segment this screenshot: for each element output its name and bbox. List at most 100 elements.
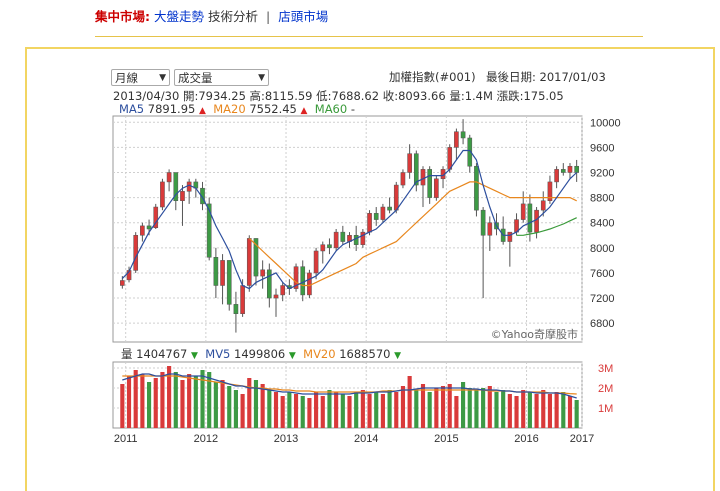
volume-bar bbox=[574, 400, 579, 428]
candle-body bbox=[220, 260, 225, 286]
volume-bar bbox=[200, 370, 205, 428]
ohlc-readout: 2013/04/30 開:7934.25 高:8115.59 低:7688.62… bbox=[113, 88, 564, 104]
up-arrow-icon: ▲ bbox=[300, 106, 308, 116]
volume-bar bbox=[394, 392, 399, 428]
ma60-line bbox=[516, 217, 577, 236]
candle-body bbox=[246, 238, 252, 286]
price-tick-label: 8000 bbox=[590, 243, 614, 255]
candle-body bbox=[560, 169, 566, 173]
volume-bar bbox=[160, 372, 165, 428]
down-arrow-icon: ▼ bbox=[288, 351, 296, 361]
candle-body bbox=[407, 153, 412, 173]
ohlc-volume: 量:1.4M bbox=[449, 89, 493, 103]
ohlc-change: 漲跌:175.05 bbox=[496, 89, 564, 103]
volume-bar bbox=[360, 390, 365, 428]
candle-body bbox=[160, 181, 165, 208]
volume-tick-label: 1M bbox=[598, 403, 613, 415]
year-tick-label: 2011 bbox=[114, 433, 138, 445]
ma60-value: - bbox=[350, 102, 356, 116]
volume-bar bbox=[247, 378, 252, 428]
mv5-value: 1499806 bbox=[234, 347, 286, 361]
volume-bar bbox=[420, 384, 426, 428]
volume-bar bbox=[120, 384, 125, 428]
volume-bar bbox=[280, 396, 285, 428]
volume-bar bbox=[253, 380, 259, 428]
candle-body bbox=[534, 209, 539, 233]
price-tick-label: 10000 bbox=[590, 117, 621, 129]
volume-bar bbox=[220, 380, 225, 428]
ma20-line bbox=[248, 181, 577, 287]
candle-body bbox=[447, 147, 453, 170]
volume-bar bbox=[133, 370, 138, 428]
volume-legend: 量 1404767 ▼ MV5 1499806 ▼ MV20 1688570 ▼ bbox=[121, 346, 401, 362]
volume-bar bbox=[207, 372, 212, 428]
candle-body bbox=[146, 225, 152, 230]
volume-bar bbox=[340, 394, 345, 428]
candle-body bbox=[460, 131, 466, 139]
candle-body bbox=[340, 231, 346, 242]
candle-body bbox=[393, 184, 399, 211]
candle-body bbox=[547, 181, 553, 202]
year-tick-label: 2017 bbox=[570, 433, 594, 445]
candle-body bbox=[520, 203, 526, 220]
market-nav: 集中市場: 大盤走勢 技術分析 | 店頭市場 bbox=[95, 6, 328, 25]
candle-body bbox=[327, 244, 332, 249]
vol-label: 量 bbox=[121, 347, 133, 361]
volume-bar bbox=[347, 396, 352, 428]
volume-bar bbox=[434, 388, 439, 428]
candle-body bbox=[253, 238, 259, 277]
nav-link-otc-market[interactable]: 店頭市場 bbox=[278, 9, 329, 24]
nav-link-technical-analysis[interactable]: 技術分析 bbox=[207, 9, 258, 24]
volume-bar bbox=[440, 386, 446, 428]
volume-bar bbox=[320, 396, 325, 428]
candle-body bbox=[206, 203, 212, 258]
price-tick-label: 8400 bbox=[590, 218, 614, 230]
volume-bar bbox=[287, 392, 292, 428]
candle-body bbox=[320, 244, 326, 252]
period-select[interactable]: 月線 ▼ bbox=[111, 69, 170, 86]
chevron-down-icon: ▼ bbox=[258, 73, 265, 83]
volume-bar bbox=[454, 396, 459, 428]
nav-link-market-trend[interactable]: 大盤走勢 bbox=[153, 9, 204, 24]
volume-bar bbox=[527, 392, 532, 428]
volume-bar bbox=[260, 384, 265, 428]
volume-bar bbox=[521, 390, 526, 428]
ma20-label: MA20 bbox=[213, 102, 246, 116]
volume-bar bbox=[227, 386, 232, 428]
volume-bar bbox=[561, 392, 566, 428]
ohlc-close: 收:8093.66 bbox=[382, 89, 446, 103]
volume-bar bbox=[461, 382, 466, 428]
volume-bar bbox=[547, 394, 553, 428]
candle-body bbox=[333, 231, 339, 249]
year-tick-label: 2012 bbox=[194, 433, 218, 445]
volume-tick-label: 2M bbox=[598, 383, 613, 395]
candle-body bbox=[420, 169, 426, 186]
down-arrow-icon: ▼ bbox=[191, 351, 198, 361]
candle-body bbox=[260, 269, 265, 277]
ma5-value: 7891.95 bbox=[147, 102, 196, 116]
price-tick-label: 9600 bbox=[590, 142, 614, 154]
volume-bar bbox=[567, 396, 573, 428]
volume-bar bbox=[327, 390, 332, 428]
candle-body bbox=[427, 169, 432, 198]
indicator-select[interactable]: 成交量 ▼ bbox=[174, 69, 269, 86]
mv5-line bbox=[122, 373, 577, 399]
mv20-label: MV20 bbox=[303, 347, 336, 361]
ohlc-date: 2013/04/30 bbox=[113, 89, 180, 103]
candle-body bbox=[120, 280, 125, 286]
mv20-value: 1688570 bbox=[339, 347, 391, 361]
volume-bar bbox=[474, 390, 479, 428]
volume-bar bbox=[334, 392, 339, 428]
volume-bar bbox=[414, 390, 419, 428]
volume-bar bbox=[427, 392, 432, 428]
candle-body bbox=[226, 260, 232, 305]
candle-body bbox=[574, 165, 579, 173]
candle-body bbox=[280, 285, 286, 296]
candle-body bbox=[487, 222, 493, 236]
candle-body bbox=[434, 178, 439, 198]
candle-body bbox=[200, 187, 205, 205]
vol-value: 1404767 bbox=[136, 347, 188, 361]
candle-body bbox=[140, 225, 145, 236]
volume-bar bbox=[140, 374, 145, 428]
